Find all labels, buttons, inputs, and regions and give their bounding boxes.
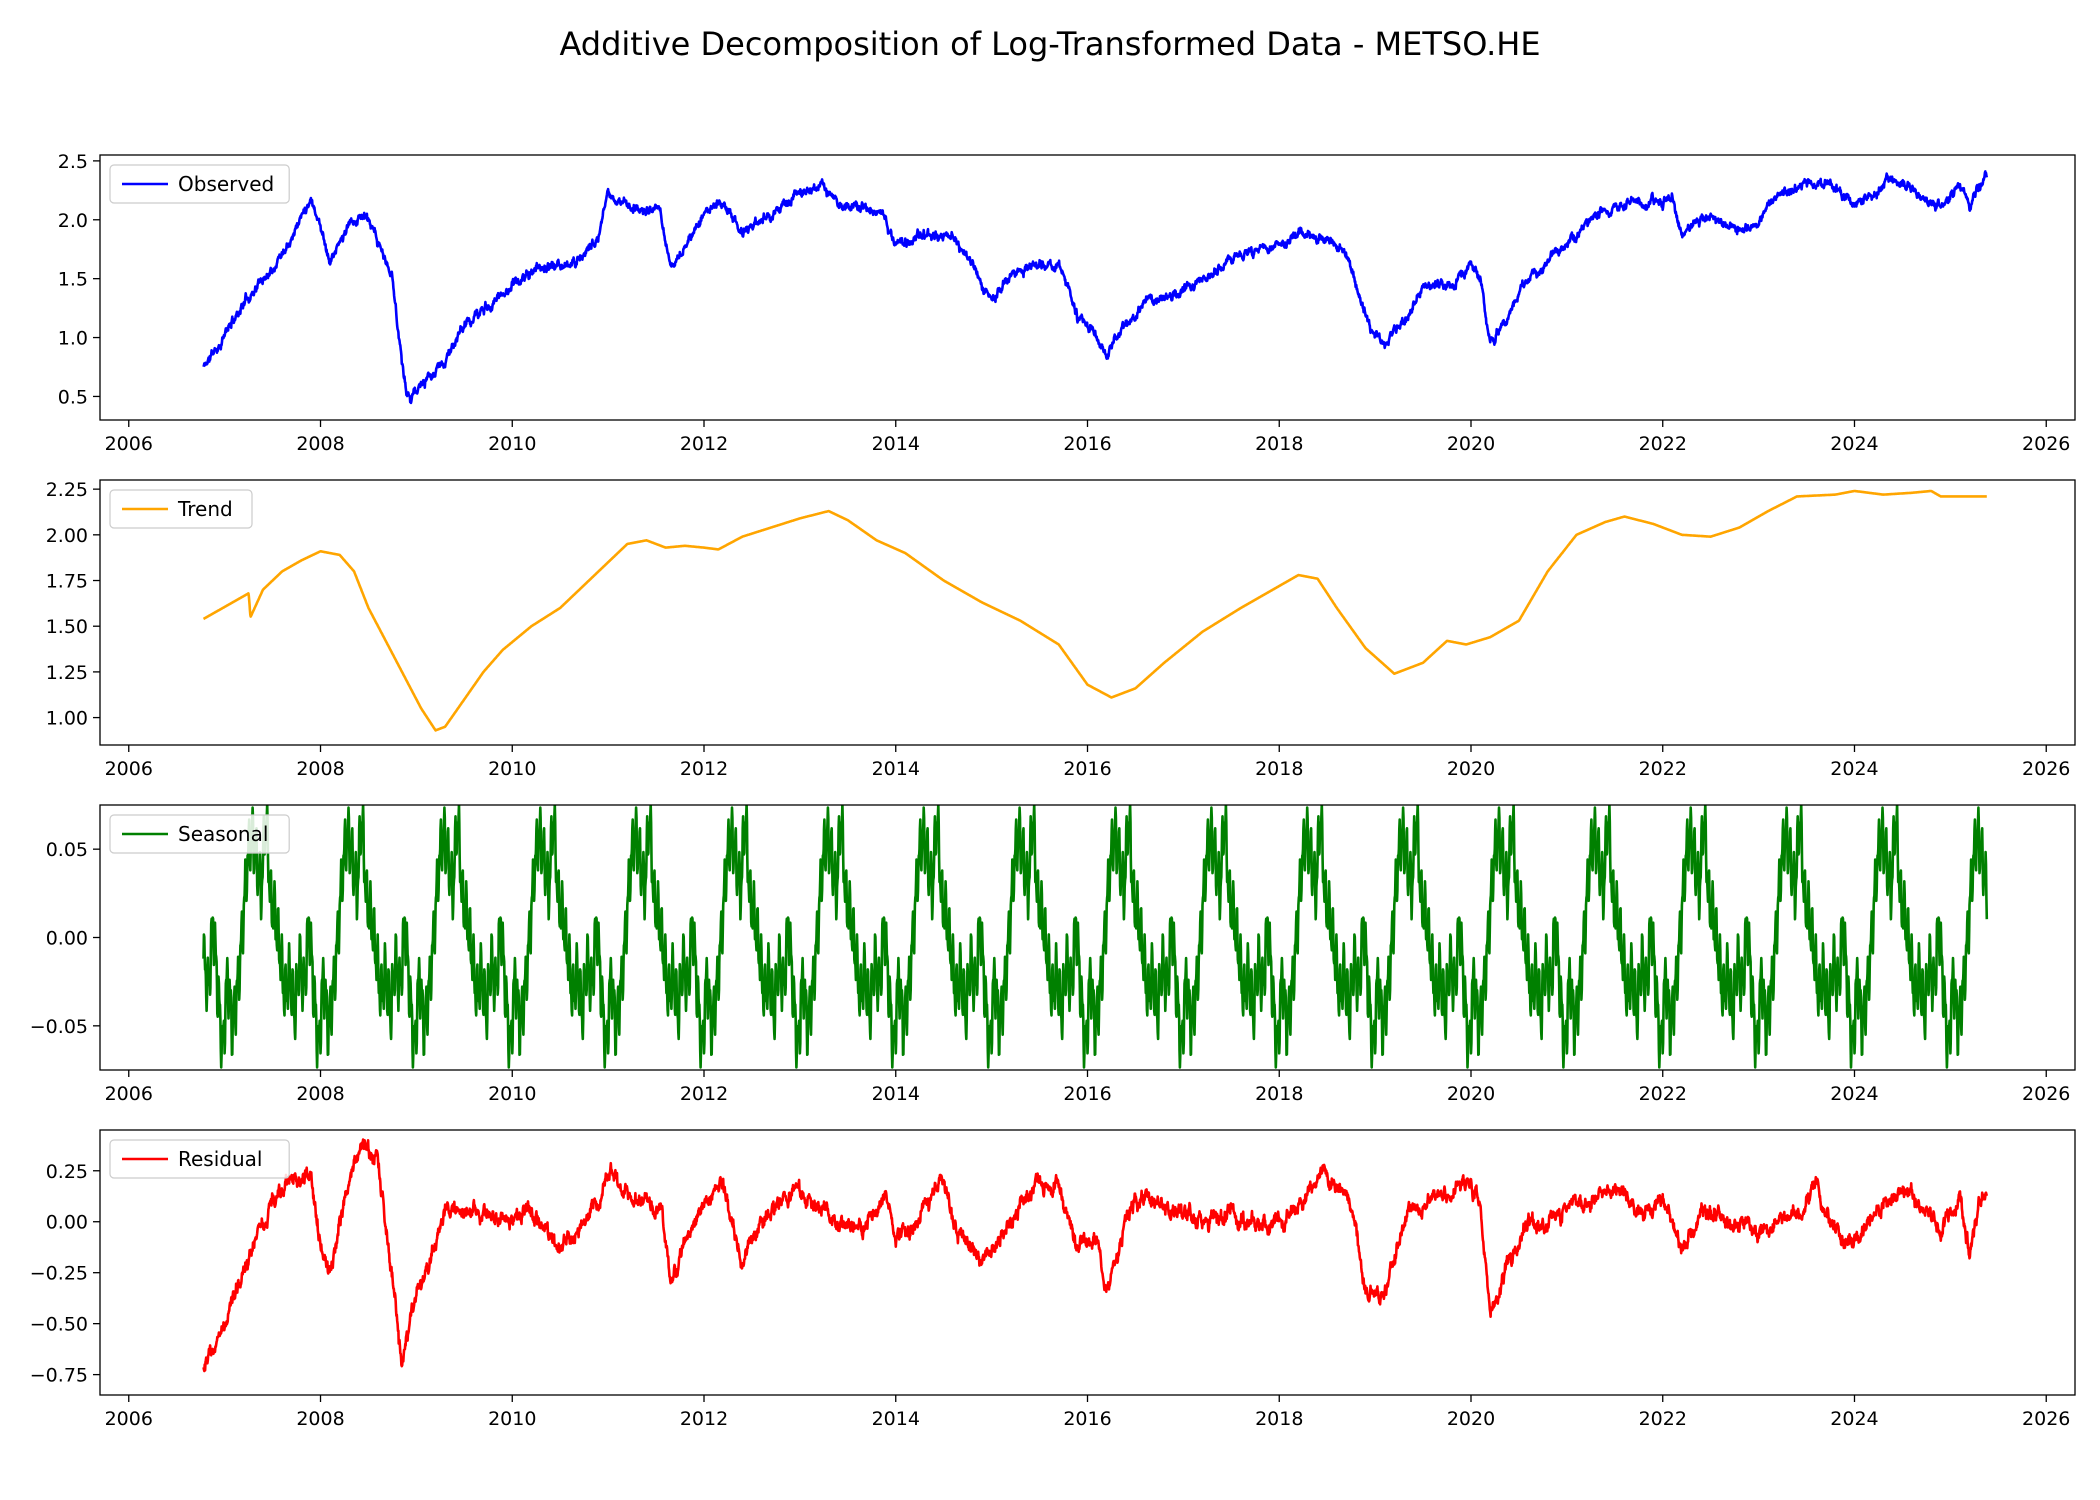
x-tick-label: 2026 [2022,433,2070,455]
x-tick-label: 2008 [296,1408,344,1430]
y-tick-label: −0.25 [30,1263,88,1285]
y-tick-label: 2.00 [46,525,88,547]
panel-observed: 0.5 1.0 1.5 2.0 2.5 2006 2008 2010 2012 2014 2016 2… [58,151,2076,455]
x-tick-label: 2010 [488,758,536,780]
x-tick-label: 2012 [680,1408,728,1430]
y-tick-label: 0.25 [46,1161,88,1183]
axes-frame [99,479,2076,746]
x-tick-label: 2010 [488,433,536,455]
legend-label: Seasonal [178,822,268,846]
y-tick-label: 1.0 [58,328,88,350]
x-tick-label: 2012 [680,433,728,455]
x-tick-label: 2008 [296,433,344,455]
x-tick-label: 2014 [872,1083,920,1105]
y-tick-label: 0.00 [46,928,88,950]
x-tick-label: 2006 [105,433,153,455]
y-tick-label: 2.0 [58,210,88,232]
x-tick-label: 2022 [1639,758,1687,780]
x-tick-label: 2014 [872,758,920,780]
legend: Residual [109,1139,290,1179]
x-tick-label: 2026 [2022,1083,2070,1105]
legend: Observed [109,164,290,204]
x-tick-label: 2026 [2022,758,2070,780]
legend-box [109,1139,290,1179]
y-tick-label: 1.50 [46,616,88,638]
x-tick-label: 2014 [872,1408,920,1430]
legend: Seasonal [109,814,290,854]
x-tick-label: 2006 [105,1408,153,1430]
x-tick-label: 2018 [1255,1408,1303,1430]
series-line-trend [202,489,1988,732]
x-tick-label: 2010 [488,1408,536,1430]
y-tick-label: 2.5 [58,151,88,173]
x-tick-label: 2006 [105,758,153,780]
x-tick-label: 2024 [1830,433,1878,455]
x-tick-label: 2022 [1639,1083,1687,1105]
legend-label: Residual [178,1147,262,1171]
x-tick-label: 2018 [1255,758,1303,780]
x-tick-label: 2008 [296,1083,344,1105]
legend-label: Trend [177,497,233,521]
series-line-residual [202,1138,1989,1373]
y-tick-label: 0.05 [46,839,88,861]
legend-box [109,164,290,204]
y-tick-label: 0.00 [46,1212,88,1234]
x-tick-label: 2012 [680,1083,728,1105]
x-tick-label: 2014 [872,433,920,455]
axes-frame [99,1129,2076,1396]
x-tick-label: 2018 [1255,433,1303,455]
x-tick-label: 2016 [1063,1083,1111,1105]
panel-residual: −0.75 −0.50 −0.25 0.00 0.25 2006 2008 2010 2012 2… [30,1129,2076,1430]
x-tick-label: 2024 [1830,758,1878,780]
panel-trend: 1.00 1.25 1.50 1.75 2.00 2.25 2006 2008 2010 2012… [46,479,2076,780]
legend-label: Observed [178,172,274,196]
y-tick-label: −0.05 [30,1016,88,1038]
x-tick-label: 2010 [488,1083,536,1105]
x-tick-label: 2020 [1447,758,1495,780]
y-tick-label: 0.5 [58,386,88,408]
y-tick-label: 2.25 [46,479,88,501]
series-line-seasonal [202,805,1989,1069]
x-tick-label: 2006 [105,1083,153,1105]
x-tick-label: 2016 [1063,758,1111,780]
y-tick-label: 1.75 [46,571,88,593]
y-tick-label: 1.5 [58,269,88,291]
series-line-observed [202,170,1989,405]
x-tick-label: 2016 [1063,1408,1111,1430]
y-tick-label: −0.75 [30,1365,88,1387]
x-tick-label: 2020 [1447,433,1495,455]
figure-title: Additive Decomposition of Log-Transforme… [559,25,1540,63]
legend-box [109,814,290,854]
legend-box [109,489,253,529]
x-tick-label: 2026 [2022,1408,2070,1430]
panel-seasonal: −0.05 0.00 0.05 2006 2008 2010 2012 2014 2016 201… [30,804,2076,1105]
x-tick-label: 2022 [1639,1408,1687,1430]
y-tick-label: 1.25 [46,662,88,684]
legend: Trend [109,489,253,529]
x-tick-label: 2018 [1255,1083,1303,1105]
x-tick-label: 2022 [1639,433,1687,455]
y-tick-label: −0.50 [30,1314,88,1336]
x-tick-label: 2024 [1830,1408,1878,1430]
x-tick-label: 2016 [1063,433,1111,455]
x-tick-label: 2008 [296,758,344,780]
x-tick-label: 2020 [1447,1408,1495,1430]
x-tick-label: 2012 [680,758,728,780]
x-tick-label: 2024 [1830,1083,1878,1105]
x-tick-label: 2020 [1447,1083,1495,1105]
y-tick-label: 1.00 [46,708,88,730]
